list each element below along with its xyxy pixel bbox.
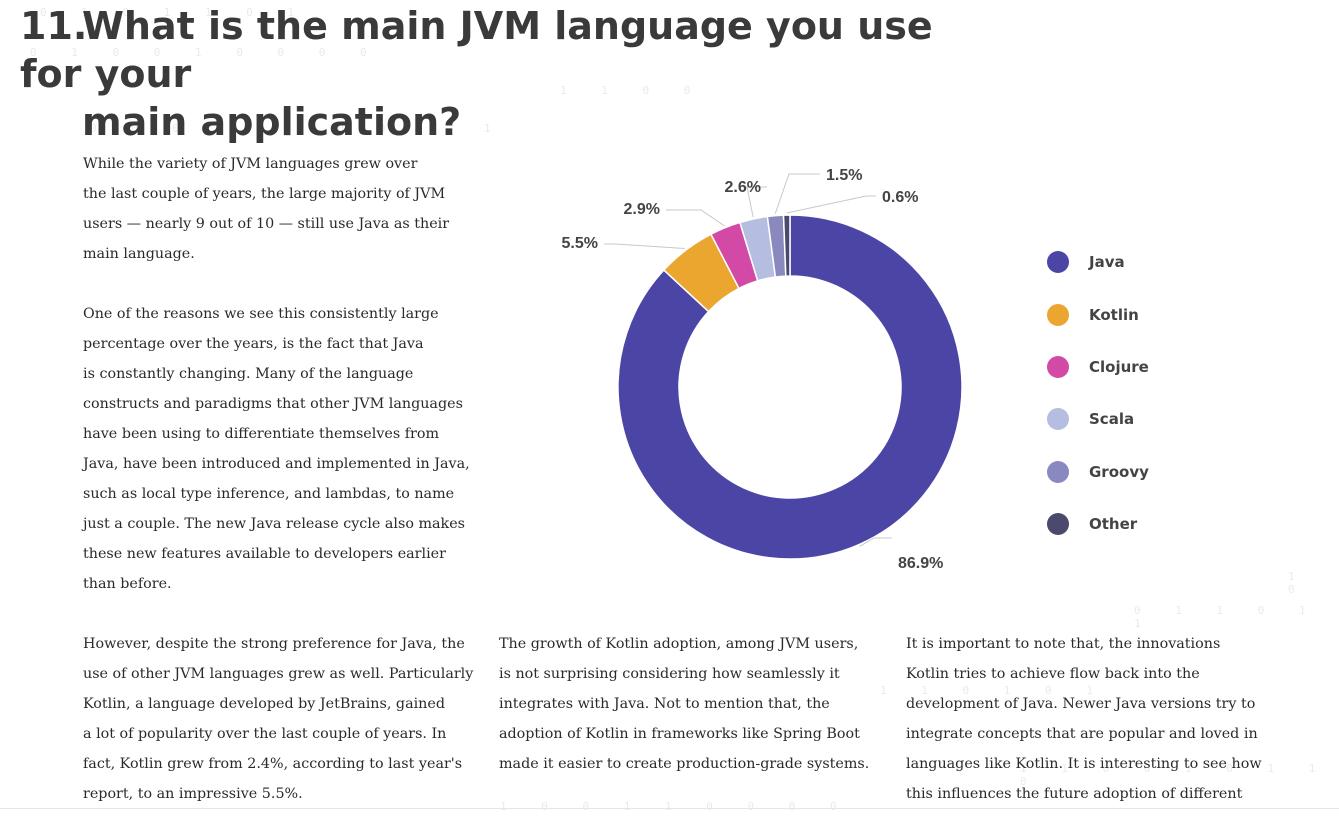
paragraph-line: The growth of Kotlin adoption, among JVM… <box>499 636 859 652</box>
data-label-clojure: 2.9% <box>624 201 660 218</box>
paragraph-line: percentage over the years, is the fact t… <box>83 336 424 352</box>
data-label-other: 0.6% <box>882 189 918 206</box>
legend-item-other: Other <box>1047 498 1149 550</box>
title-line-1: What is the main JVM language you use fo… <box>20 4 933 96</box>
paragraph-line: these new features available to develope… <box>83 546 446 562</box>
slice-java <box>617 214 963 560</box>
paragraph-line: constructs and paradigms that other JVM … <box>83 396 463 412</box>
leader-line-kotlin <box>604 243 685 250</box>
paragraph-line: report, to an impressive 5.5%. <box>83 786 303 802</box>
paragraph-line: have been using to differentiate themsel… <box>83 426 440 442</box>
legend-swatch <box>1047 355 1069 378</box>
paragraph-line: made it easier to create production-grad… <box>499 756 870 772</box>
legend-swatch <box>1047 408 1069 431</box>
leader-line-other <box>786 195 876 214</box>
legend-item-groovy: Groovy <box>1047 446 1149 498</box>
paragraph-line: development of Java. Newer Java versions… <box>906 696 1256 712</box>
paragraph-line: Kotlin, a language developed by JetBrain… <box>83 696 445 712</box>
legend-label: Scala <box>1089 410 1135 429</box>
paragraph-line: integrate concepts that are popular and … <box>906 726 1258 742</box>
data-label-kotlin: 5.5% <box>562 235 598 252</box>
legend-swatch <box>1047 460 1069 483</box>
paragraph-line: such as local type inference, and lambda… <box>83 486 455 502</box>
paragraph-line: than before. <box>83 576 172 592</box>
paragraph-line: Kotlin tries to achieve flow back into t… <box>906 666 1200 682</box>
paragraph-line: Java, have been introduced and implement… <box>83 456 470 472</box>
slice-other <box>782 214 791 277</box>
paragraph-line: It is important to note that, the innova… <box>906 636 1221 652</box>
paragraph-innovations: It is important to note that, the innova… <box>906 629 1306 809</box>
paragraph-line: just a couple. The new Java release cycl… <box>83 516 466 532</box>
paragraph-line: fact, Kotlin grew from 2.4%, according t… <box>83 756 463 772</box>
donut-chart-svg: 86.9% 5.5% 2.9% 2.6% 1.5% 0.6% <box>562 167 963 572</box>
paragraph-line: However, despite the strong preference f… <box>83 636 465 652</box>
legend-label: Java <box>1089 253 1125 272</box>
bg-digits-row: 0 1 1 0 1 1 <box>1134 604 1320 630</box>
question-number: 11. <box>20 4 88 48</box>
paragraph-line: integrates with Java. Not to mention tha… <box>499 696 830 712</box>
legend-swatch <box>1047 251 1069 274</box>
legend-item-scala: Scala <box>1047 393 1149 445</box>
leader-line-java <box>859 537 892 547</box>
page-title: 11.What is the main JVM language you use… <box>20 2 980 146</box>
data-label-scala: 2.6% <box>725 179 761 196</box>
legend-label: Other <box>1089 515 1138 534</box>
donut-chart: 86.9% 5.5% 2.9% 2.6% 1.5% 0.6% <box>520 150 1000 590</box>
legend-label: Kotlin <box>1089 305 1139 324</box>
paragraph-line: is constantly changing. Many of the lang… <box>83 366 414 382</box>
paragraph-kotlin-growth: However, despite the strong preference f… <box>83 629 483 809</box>
bg-digits-row: 1 0 0 1 1 0 0 0 0 <box>500 800 851 813</box>
paragraph-kotlin-adoption: The growth of Kotlin adoption, among JVM… <box>499 629 879 779</box>
legend-swatch <box>1047 513 1069 536</box>
legend-item-clojure: Clojure <box>1047 341 1149 393</box>
legend-item-java: Java <box>1047 236 1149 288</box>
data-label-java: 86.9% <box>898 555 943 572</box>
paragraph-line: is not surprising considering how seamle… <box>499 666 840 682</box>
paragraph-intro: While the variety of JVM languages grew … <box>83 149 483 269</box>
legend-label: Groovy <box>1089 462 1149 481</box>
paragraph-line: adoption of Kotlin in frameworks like Sp… <box>499 726 860 742</box>
leader-line-scala <box>746 186 767 218</box>
paragraph-line: While the variety of JVM languages grew … <box>83 156 418 172</box>
paragraph-line: this influences the future adoption of d… <box>906 786 1243 802</box>
title-line-2: main application? <box>82 100 462 144</box>
paragraph-reasons: One of the reasons we see this consisten… <box>83 299 483 599</box>
chart-legend: Java Kotlin Clojure Scala Groovy Other <box>1047 236 1149 550</box>
paragraph-line: a lot of popularity over the last couple… <box>83 726 447 742</box>
paragraph-line: users — nearly 9 out of 10 — still use J… <box>83 216 450 232</box>
legend-swatch <box>1047 303 1069 326</box>
paragraph-line: use of other JVM languages grew as well.… <box>83 666 474 682</box>
paragraph-line: the last couple of years, the large majo… <box>83 186 446 202</box>
legend-item-kotlin: Kotlin <box>1047 288 1149 340</box>
leader-line-clojure <box>666 209 725 227</box>
leader-line-groovy <box>774 173 820 214</box>
data-label-groovy: 1.5% <box>826 167 862 184</box>
paragraph-line: languages like Kotlin. It is interesting… <box>906 756 1262 772</box>
paragraph-line: One of the reasons we see this consisten… <box>83 306 439 322</box>
page-divider <box>0 808 1339 809</box>
legend-label: Clojure <box>1089 357 1149 376</box>
paragraph-line: main language. <box>83 246 195 262</box>
bg-digits-row: 1 0 <box>1288 570 1309 596</box>
